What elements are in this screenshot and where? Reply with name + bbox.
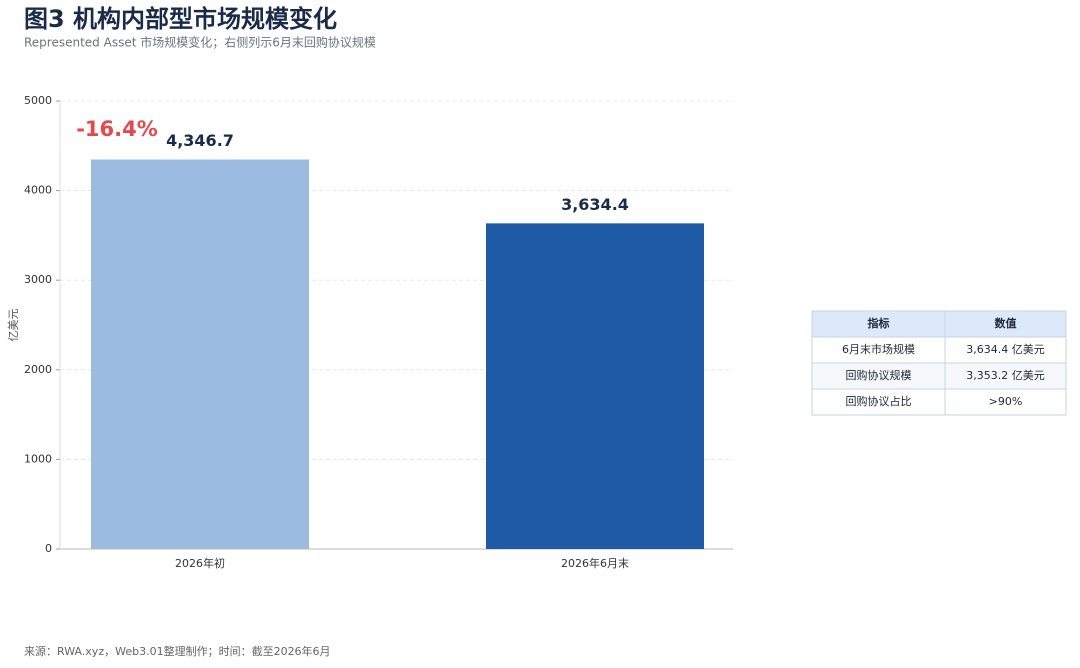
- table-cell: [811, 336, 946, 364]
- y-tick-label: 1000: [24, 452, 52, 465]
- chart-subtitle: Represented Asset 市场规模变化；右侧列示6月末回购协议规模: [24, 35, 376, 50]
- table-cell: [944, 336, 1067, 364]
- table-cell-text: 3,634.4 亿美元: [966, 343, 1044, 356]
- source: 来源：RWA.xyz，Web3.01整理制作；时间：截至2026年6月: [24, 644, 331, 658]
- table-cell-text: 3,353.2 亿美元: [966, 369, 1044, 382]
- y-axis-label: 亿美元: [7, 309, 20, 342]
- table-header-cell: [811, 310, 946, 338]
- bar: [486, 223, 704, 549]
- table-cell-text: 回购协议占比: [846, 394, 912, 408]
- bar: [91, 159, 309, 549]
- y-tick-label: 2000: [24, 363, 52, 376]
- table-cell-text: 回购协议规模: [846, 368, 912, 382]
- y-tick-label: 0: [45, 542, 52, 555]
- y-tick-label: 5000: [24, 94, 52, 107]
- table-cell-text: >90%: [989, 395, 1023, 408]
- annotation: -16.4%: [76, 117, 158, 141]
- y-tick-label: 3000: [24, 273, 52, 286]
- y-tick-label: 4000: [24, 184, 52, 197]
- table-cell: [944, 362, 1067, 390]
- table-cell-text: 6月末市场规模: [842, 342, 915, 356]
- value-label: 3,634.4: [561, 195, 629, 214]
- table-header-text: 数值: [995, 316, 1017, 330]
- table-header-text: 指标: [868, 316, 890, 330]
- value-label: 4,346.7: [166, 131, 234, 150]
- x-tick-label: 2026年初: [175, 556, 225, 570]
- chart-title: 图3 机构内部型市场规模变化: [24, 5, 337, 33]
- table-header-cell: [944, 310, 1067, 338]
- table-cell: [944, 388, 1067, 416]
- x-tick-label: 2026年6月末: [561, 556, 629, 570]
- table-cell: [811, 388, 946, 416]
